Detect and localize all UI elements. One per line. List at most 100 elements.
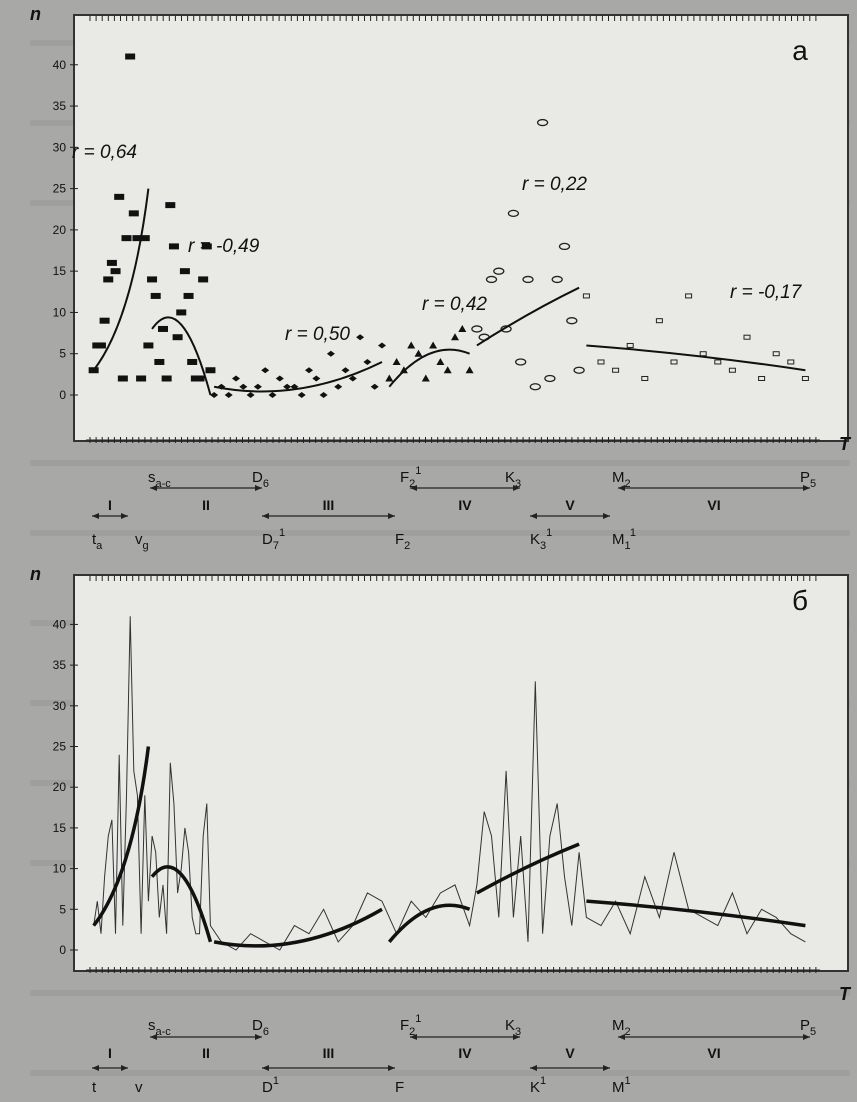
- panel-a-correlation-label: r = -0,49: [188, 236, 260, 257]
- panel-a-point-diamond: [319, 392, 328, 398]
- panel-b-roman-numeral: II: [202, 1045, 210, 1061]
- panel-b-trend-curve: [586, 899, 806, 928]
- panel-a-point-diamond: [334, 383, 343, 390]
- panel-a-point-small: [670, 359, 678, 365]
- panel-a-point-circle: [551, 275, 563, 284]
- panel-b-arrow-head: [262, 1065, 269, 1071]
- panel-a-point-diamond: [246, 392, 255, 398]
- panel-a-point-small: [612, 367, 620, 373]
- panel-a-correlation-label: r = 0,22: [522, 174, 587, 195]
- panel-a-period-bottom-label: F2: [395, 531, 410, 552]
- panel-a-roman-numeral: VI: [707, 497, 720, 513]
- panel-a-trend-curve: [388, 348, 470, 388]
- panel-b-trend-curve: [476, 842, 580, 895]
- panel-b-trend-curve: [213, 907, 383, 948]
- panel-a-arrow-head: [92, 513, 99, 519]
- panel-a-point-small: [787, 359, 795, 365]
- panel-a-point-circle: [471, 325, 483, 333]
- panel-a-point-square: [114, 193, 125, 200]
- panel-a-arrow-head: [618, 485, 625, 491]
- panel-a-trend-curve: [92, 188, 150, 371]
- panel-a-period-top-label: P5: [800, 469, 816, 490]
- panel-b-y-tick-label: 20: [53, 780, 67, 794]
- panel-a-point-square: [172, 334, 183, 341]
- panel-a-arrow-head: [150, 485, 157, 491]
- panel-a-point-small: [714, 359, 722, 365]
- panel-a-period-bottom-label: ta: [92, 531, 103, 552]
- panel-a-trend-curve: [476, 286, 580, 347]
- panel-a-period-top-label: K3: [505, 469, 521, 490]
- panel-b-roman-numeral: I: [108, 1045, 112, 1061]
- panel-a-point-circle: [485, 275, 498, 284]
- panel-b-arrow-head: [388, 1065, 395, 1071]
- panel-a-point-diamond: [363, 358, 372, 365]
- panel-a-y-tick-label: 5: [59, 347, 66, 361]
- panel-a-point-triangle: [429, 341, 438, 349]
- panel-a-point-square: [95, 342, 106, 349]
- panel-a-period-bottom-label: M11: [612, 527, 636, 552]
- panel-b-roman-numeral: III: [323, 1045, 335, 1061]
- panel-a-point-diamond: [356, 334, 365, 341]
- panel-a-point-diamond: [253, 383, 262, 390]
- panel-b-arrow-head: [603, 1065, 610, 1071]
- panel-b-period-bottom-label: v: [135, 1079, 143, 1096]
- panel-a-point-square: [205, 367, 216, 374]
- panel-a-point-square: [168, 243, 179, 250]
- panel-a-point-diamond: [348, 375, 357, 382]
- panel-a-y-tick-label: 15: [53, 264, 67, 278]
- panel-a-arrow-head: [255, 485, 262, 491]
- panel-b-arrow-head: [410, 1034, 417, 1040]
- panel-a-point-diamond: [297, 392, 306, 398]
- panel-a-x-axis-label: T: [839, 434, 852, 454]
- panel-b-y-tick-label: 25: [53, 740, 67, 754]
- panel-a-point-square: [99, 317, 110, 324]
- panel-a-point-square: [128, 210, 139, 217]
- panel-a-point-square: [103, 276, 114, 283]
- panel-a-point-square: [198, 276, 209, 283]
- panel-a-point-square: [136, 375, 147, 382]
- panel-b-y-tick-label: 35: [53, 658, 67, 672]
- panel-a-point-square: [194, 375, 205, 382]
- panel-b-period-top-label: M2: [612, 1017, 631, 1038]
- panel-a-point-square: [132, 235, 143, 242]
- panel-b-y-tick-label: 0: [59, 943, 66, 957]
- panel-b-arrow-head: [150, 1034, 157, 1040]
- panel-a-y-tick-label: 10: [53, 305, 67, 319]
- panel-a-point-triangle: [385, 374, 394, 382]
- panel-b-period-top-label: P5: [800, 1017, 816, 1038]
- panel-a-roman-numeral: IV: [458, 497, 472, 513]
- panel-a-point-circle: [500, 325, 512, 333]
- panel-a-point-circle: [507, 209, 520, 218]
- panel-a-correlation-label: r = 0,42: [422, 294, 487, 315]
- panel-b-y-tick-label: 10: [53, 862, 67, 876]
- panel-a-roman-numeral: III: [323, 497, 335, 513]
- panel-a-roman-numeral: I: [108, 497, 112, 513]
- panel-b-arrow-head: [530, 1065, 537, 1071]
- panel-a-point-square: [110, 268, 121, 275]
- panel-a-period-top-label: D6: [252, 469, 269, 490]
- panel-b-roman-numeral: IV: [458, 1045, 472, 1061]
- panel-a-point-circle: [493, 267, 505, 275]
- panel-a-point-square: [139, 235, 150, 242]
- panel-a-point-circle: [536, 118, 549, 127]
- panel-a-point-diamond: [232, 375, 240, 382]
- panel-a-point-square: [176, 309, 187, 316]
- panel-a-arrow-head: [803, 485, 810, 491]
- panel-a-correlation-label: r = -0,17: [730, 282, 803, 303]
- panel-b-roman-numeral: VI: [707, 1045, 720, 1061]
- panel-b-period-bottom-label: K1: [530, 1075, 546, 1096]
- panel-b-period-top-label: K3: [505, 1017, 521, 1038]
- panel-a-point-triangle: [421, 374, 430, 382]
- panel-a-point-small: [597, 359, 605, 365]
- panel-b-period-bottom-label: M1: [612, 1075, 631, 1096]
- panel-a-arrow-head: [513, 485, 520, 491]
- panel-a-point-diamond: [224, 392, 233, 398]
- panel-a-point-circle: [566, 317, 578, 325]
- panel-a-point-square: [150, 292, 161, 299]
- panel-b-arrow-head: [513, 1034, 520, 1040]
- panel-a-panel-letter: a: [792, 35, 808, 66]
- panel-a-period-bottom-label: vg: [135, 531, 149, 552]
- panel-a-y-tick-label: 30: [53, 140, 67, 154]
- panel-a-point-small: [685, 293, 693, 299]
